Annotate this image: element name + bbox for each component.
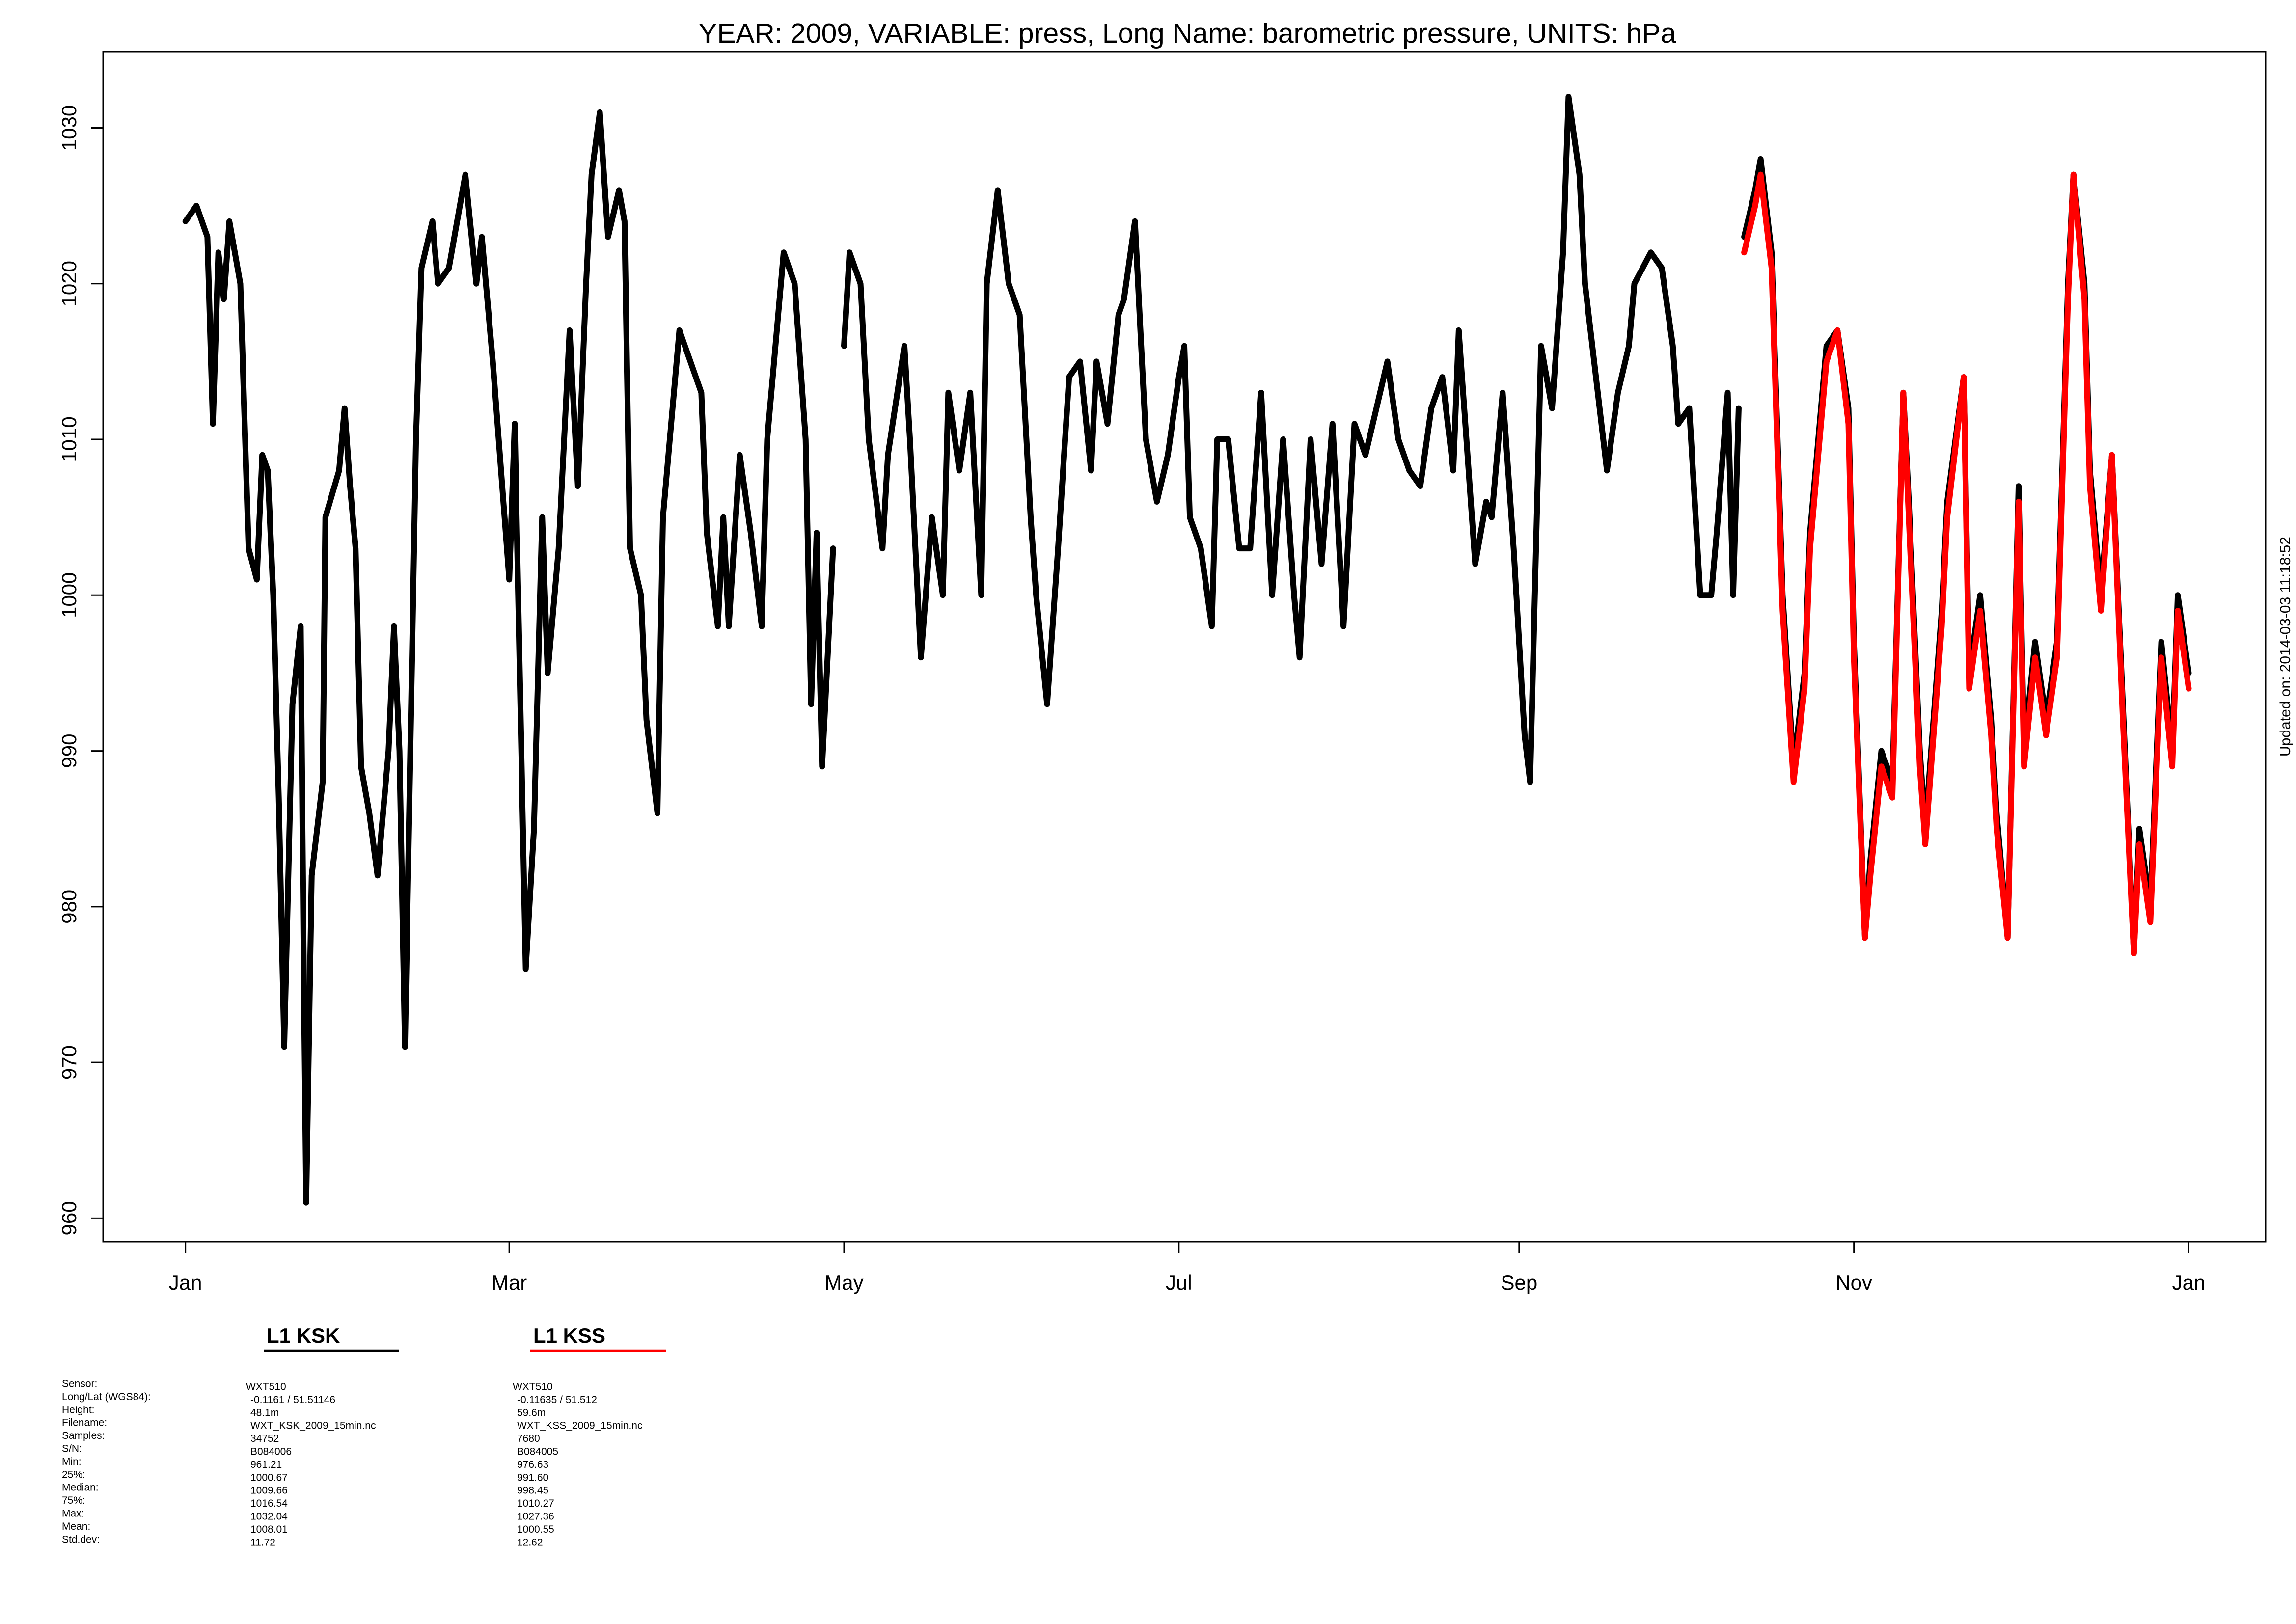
x-tick-label: Sep — [1501, 1271, 1537, 1294]
stat-value: -0.1161 / 51.51146 — [250, 1394, 335, 1406]
stat-value: 1000.55 — [517, 1524, 554, 1535]
stat-value: 1009.66 — [250, 1485, 288, 1496]
stat-value: 1032.04 — [250, 1511, 288, 1522]
y-tick-label: 960 — [57, 1201, 81, 1235]
stat-value: 961.21 — [250, 1459, 282, 1470]
stat-label: Std.dev: — [62, 1534, 100, 1545]
x-tick-label: Jan — [169, 1271, 202, 1294]
stat-label: Long/Lat (WGS84): — [62, 1391, 151, 1403]
stat-label: 25%: — [62, 1469, 85, 1480]
stat-value: 991.60 — [517, 1472, 548, 1483]
stat-label: 75%: — [62, 1495, 85, 1506]
stat-value: 1027.36 — [517, 1511, 554, 1522]
x-tick-label: Mar — [492, 1271, 527, 1294]
legend-label: L1 KSS — [533, 1324, 605, 1347]
legend-label: L1 KSK — [267, 1324, 340, 1347]
stat-value: WXT_KSS_2009_15min.nc — [517, 1420, 642, 1432]
stat-label: Mean: — [62, 1521, 90, 1532]
stat-label: Samples: — [62, 1430, 105, 1441]
stat-label: S/N: — [62, 1443, 82, 1455]
y-tick-label: 1010 — [57, 416, 81, 462]
stat-value: 1000.67 — [250, 1472, 288, 1483]
stat-value: 34752 — [250, 1433, 279, 1444]
stat-value: WXT510 — [513, 1381, 553, 1393]
stat-value: WXT_KSK_2009_15min.nc — [250, 1420, 376, 1432]
stat-label: Height: — [62, 1404, 95, 1415]
y-tick-label: 1020 — [57, 261, 81, 306]
stat-value: B084006 — [250, 1446, 292, 1458]
x-tick-label: Nov — [1835, 1271, 1872, 1294]
stat-value: 59.6m — [517, 1407, 546, 1418]
stat-value: WXT510 — [246, 1381, 286, 1393]
stat-label: Sensor: — [62, 1379, 97, 1390]
stat-label: Filename: — [62, 1417, 107, 1429]
stat-value: 1016.54 — [250, 1498, 288, 1509]
annotation: Updated on: 2014-03-03 11:18:52 — [2277, 537, 2294, 757]
stat-value: B084005 — [517, 1446, 558, 1458]
stat-value: 12.62 — [517, 1537, 543, 1548]
y-tick-label: 1000 — [57, 572, 81, 618]
stat-value: 7680 — [517, 1433, 540, 1444]
chart-title: YEAR: 2009, VARIABLE: press, Long Name: … — [698, 18, 1676, 49]
stat-label: Median: — [62, 1482, 99, 1493]
stat-value: 48.1m — [250, 1407, 279, 1418]
stat-label: Min: — [62, 1456, 82, 1467]
data-line — [1741, 171, 2192, 957]
x-tick-label: May — [824, 1271, 863, 1294]
x-tick-label: Jul — [1166, 1271, 1192, 1294]
plot-frame — [102, 51, 2267, 1243]
stat-label: Max: — [62, 1508, 84, 1519]
stat-value: -0.11635 / 51.512 — [517, 1394, 597, 1406]
stat-value: 998.45 — [517, 1485, 548, 1496]
stat-value: 1008.01 — [250, 1524, 288, 1535]
x-tick-label: Jan — [2172, 1271, 2206, 1294]
y-tick-label: 1030 — [57, 105, 81, 151]
y-tick-label: 990 — [57, 734, 81, 768]
stat-value: 976.63 — [517, 1459, 548, 1470]
stat-value: 11.72 — [250, 1537, 275, 1548]
y-tick-label: 970 — [57, 1045, 81, 1080]
stat-value: 1010.27 — [517, 1498, 554, 1509]
y-tick-label: 980 — [57, 890, 81, 924]
